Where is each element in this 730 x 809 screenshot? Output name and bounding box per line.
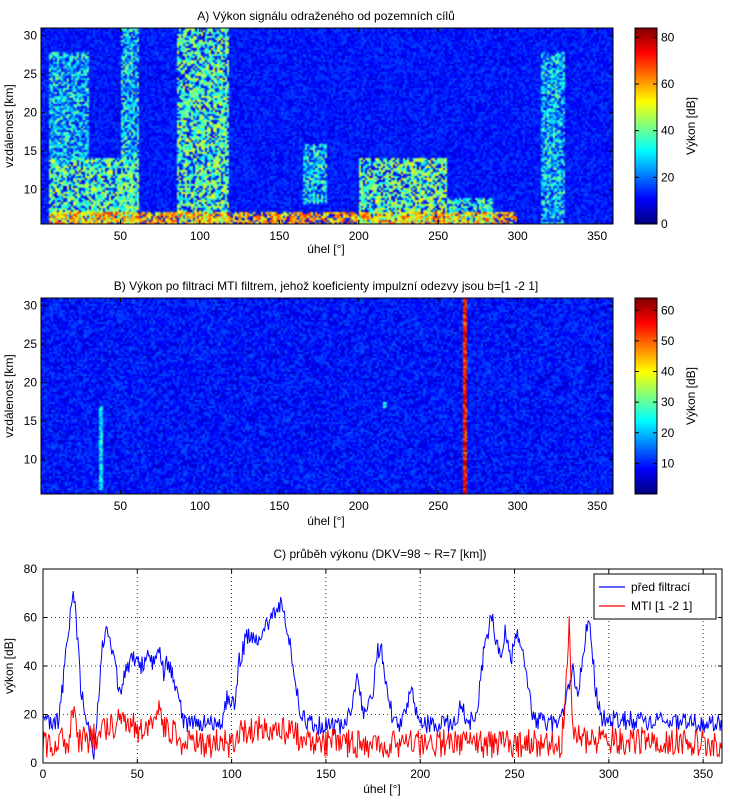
colorbar-b-tick-label: 60 [661, 303, 675, 317]
panel-a-colorbar-frame [634, 27, 658, 225]
panel-a-ylabel: vzdálenost [km] [2, 84, 16, 167]
panel-b-xtick-label: 300 [508, 499, 528, 513]
panel-a-xtick-label: 350 [587, 229, 607, 243]
panel-a: A) Výkon signálu odraženého od pozemních… [2, 9, 698, 256]
panel-a-heatmap [41, 28, 613, 224]
panel-c-ytick-label: 60 [24, 611, 38, 625]
panel-b-title: B) Výkon po filtraci MTI filtrem, jehož … [114, 279, 539, 293]
panel-b-colorbar [635, 298, 657, 494]
panel-a-xtick-label: 300 [508, 229, 528, 243]
series-line-2 [42, 616, 723, 759]
panel-c-xtick-label: 200 [410, 767, 430, 781]
panel-c-xtick-label: 50 [131, 767, 145, 781]
colorbar-b-tick-label: 50 [661, 334, 675, 348]
panel-b-axes-frame [40, 297, 614, 495]
panel-b-colorbar-frame [634, 297, 658, 495]
panel-a-xtick-label: 150 [269, 229, 289, 243]
panel-c-ytick-label: 40 [24, 659, 38, 673]
panel-b-colorbar-label: Výkon [dB] [684, 367, 698, 425]
panel-b-ylabel: vzdálenost [km] [2, 354, 16, 437]
panel-a-xtick-label: 50 [114, 229, 128, 243]
panel-a-xtick-label: 100 [190, 229, 210, 243]
legend-label-series-2: MTI [1 -2 1] [631, 599, 692, 613]
panel-a-ytick-label: 30 [24, 29, 38, 43]
panel-b-ytick-label: 15 [24, 414, 38, 428]
legend-label-series-1: před filtrací [631, 580, 691, 594]
colorbar-a-tick-label: 0 [661, 217, 668, 231]
panel-a-colorbar-ticks: 0 20 40 60 80 [635, 30, 675, 231]
panel-b-ytick-label: 30 [24, 299, 38, 313]
panel-a-ytick-label: 20 [24, 106, 38, 120]
colorbar-b-tick-label: 20 [661, 426, 675, 440]
panel-c-xlabel: úhel [°] [363, 782, 401, 796]
panel-a-title: A) Výkon signálu odraženého od pozemních… [197, 9, 455, 23]
panel-c-xtick-label: 250 [505, 767, 525, 781]
panel-b-ticks: 50 100 150 200 250 300 350 10 15 20 25 30 [24, 298, 613, 513]
panel-a-xtick-label: 200 [349, 229, 369, 243]
series-line-1 [42, 591, 723, 760]
panel-b-heatmap [41, 298, 613, 494]
panel-c-xtick-label: 150 [316, 767, 336, 781]
panel-b-ytick-label: 20 [24, 376, 38, 390]
panel-a-ticks: 50 100 150 200 250 300 350 10 15 20 25 30 [24, 28, 613, 243]
panel-c-ticks: 0 50 100 150 200 250 300 350 0 20 40 60 80 [24, 562, 722, 781]
panel-a-ytick-label: 15 [24, 144, 38, 158]
panel-b-xtick-label: 150 [269, 499, 289, 513]
colorbar-a-tick-label: 80 [661, 30, 675, 44]
colorbar-a-tick-label: 60 [661, 77, 675, 91]
colorbar-b-tick-label: 40 [661, 365, 675, 379]
panel-b-xlabel: úhel [°] [307, 514, 345, 528]
panel-c-ytick-label: 80 [24, 562, 38, 576]
panel-c-ytick-label: 0 [30, 756, 37, 770]
panel-a-colorbar [635, 28, 657, 224]
colorbar-a-tick-label: 40 [661, 124, 675, 138]
panel-c-lines [42, 591, 723, 760]
panel-c-xtick-label: 350 [693, 767, 713, 781]
colorbar-b-tick-label: 10 [661, 456, 675, 470]
panel-b-colorbar-ticks: 10 20 30 40 50 60 [635, 303, 675, 470]
colorbar-b-tick-label: 30 [661, 395, 675, 409]
panel-c: C) průběh výkonu (DKV=98 ~ R=7 [km]) 0 50… [2, 547, 723, 796]
panel-b-xtick-label: 250 [428, 499, 448, 513]
panel-a-ytick-label: 25 [24, 67, 38, 81]
panel-a-axes-frame [40, 27, 614, 225]
panel-b-ytick-label: 10 [24, 452, 38, 466]
panel-a-ytick-label: 10 [24, 182, 38, 196]
panel-a-xlabel: úhel [°] [307, 242, 345, 256]
panel-b-xtick-label: 50 [114, 499, 128, 513]
panel-c-xtick-label: 100 [222, 767, 242, 781]
panel-b: B) Výkon po filtraci MTI filtrem, jehož … [2, 279, 698, 528]
panel-c-title: C) průběh výkonu (DKV=98 ~ R=7 [km]) [273, 547, 486, 561]
panel-c-legend: před filtrací MTI [1 -2 1] [593, 573, 717, 620]
panel-c-ytick-label: 20 [24, 708, 38, 722]
panel-b-xtick-label: 200 [349, 499, 369, 513]
panel-b-ytick-label: 25 [24, 337, 38, 351]
panel-b-xtick-label: 100 [190, 499, 210, 513]
panel-c-xtick-label: 300 [599, 767, 619, 781]
panel-c-xtick-label: 0 [40, 767, 47, 781]
panel-a-xtick-label: 250 [428, 229, 448, 243]
panel-b-xtick-label: 350 [587, 499, 607, 513]
legend-box [593, 573, 717, 620]
colorbar-a-tick-label: 20 [661, 170, 675, 184]
panel-c-ylabel: výkon [dB] [2, 638, 16, 694]
panel-a-colorbar-label: Výkon [dB] [684, 97, 698, 155]
